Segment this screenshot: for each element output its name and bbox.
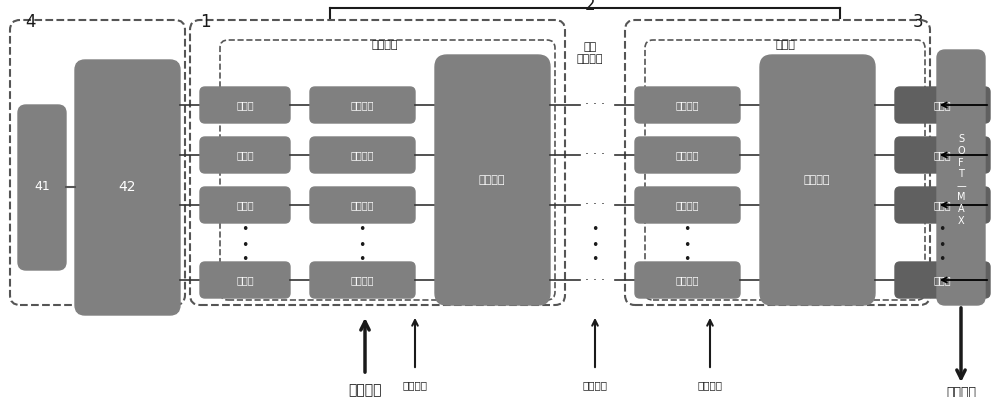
Text: 调幅调相: 调幅调相 xyxy=(350,150,374,160)
Text: 调幅调相: 调幅调相 xyxy=(675,200,699,210)
FancyBboxPatch shape xyxy=(635,187,740,223)
Text: · · ·: · · · xyxy=(585,198,605,212)
FancyBboxPatch shape xyxy=(310,87,415,123)
Text: S
O
F
T
—
M
A
X: S O F T — M A X xyxy=(956,135,966,225)
Text: 调幅器: 调幅器 xyxy=(236,275,254,285)
Text: · · ·: · · · xyxy=(585,274,605,287)
Text: 多个
重复单元: 多个 重复单元 xyxy=(577,42,603,64)
Text: 探测器: 探测器 xyxy=(933,150,951,160)
Text: 42: 42 xyxy=(118,180,136,194)
Text: 参数调节: 参数调节 xyxy=(582,380,608,390)
Text: 3: 3 xyxy=(913,13,923,31)
Text: 探测器: 探测器 xyxy=(933,100,951,110)
Text: •
•
•: • • • xyxy=(683,224,691,266)
FancyBboxPatch shape xyxy=(895,187,990,223)
Text: •
•
•: • • • xyxy=(358,224,366,266)
FancyBboxPatch shape xyxy=(200,262,290,298)
Text: •
•
•: • • • xyxy=(241,224,249,266)
FancyBboxPatch shape xyxy=(200,137,290,173)
Text: 2: 2 xyxy=(585,0,595,14)
FancyBboxPatch shape xyxy=(435,55,550,305)
FancyBboxPatch shape xyxy=(200,87,290,123)
FancyBboxPatch shape xyxy=(310,187,415,223)
Text: 调幅调相: 调幅调相 xyxy=(350,100,374,110)
Text: 结果输出: 结果输出 xyxy=(946,387,976,397)
Text: 调幅调相: 调幅调相 xyxy=(675,150,699,160)
FancyBboxPatch shape xyxy=(895,262,990,298)
FancyBboxPatch shape xyxy=(635,262,740,298)
Text: •
•
•: • • • xyxy=(591,224,599,266)
Text: 探测器: 探测器 xyxy=(933,275,951,285)
FancyBboxPatch shape xyxy=(760,55,875,305)
Text: 调幅调相: 调幅调相 xyxy=(350,200,374,210)
Text: •
•
•: • • • xyxy=(938,224,946,266)
Text: · · ·: · · · xyxy=(585,98,605,112)
Text: 数据输入: 数据输入 xyxy=(348,383,382,397)
FancyBboxPatch shape xyxy=(895,137,990,173)
Text: 参数调节: 参数调节 xyxy=(698,380,722,390)
FancyBboxPatch shape xyxy=(635,137,740,173)
FancyBboxPatch shape xyxy=(18,105,66,270)
Text: 调幅调相: 调幅调相 xyxy=(350,275,374,285)
Text: 光耦合器: 光耦合器 xyxy=(804,175,830,185)
FancyBboxPatch shape xyxy=(310,262,415,298)
Text: 4: 4 xyxy=(25,13,35,31)
Text: 调幅调相: 调幅调相 xyxy=(675,275,699,285)
FancyBboxPatch shape xyxy=(75,60,180,315)
Text: 重复单元: 重复单元 xyxy=(372,40,398,50)
Text: 调幅器: 调幅器 xyxy=(236,150,254,160)
FancyBboxPatch shape xyxy=(635,87,740,123)
Text: 调幅调相: 调幅调相 xyxy=(675,100,699,110)
FancyBboxPatch shape xyxy=(310,137,415,173)
Text: · · ·: · · · xyxy=(585,148,605,162)
FancyBboxPatch shape xyxy=(895,87,990,123)
FancyBboxPatch shape xyxy=(937,50,985,305)
Text: 参数调节: 参数调节 xyxy=(402,380,428,390)
Text: 调幅器: 调幅器 xyxy=(236,100,254,110)
Text: 最终级: 最终级 xyxy=(775,40,795,50)
Text: 41: 41 xyxy=(34,181,50,193)
Text: 光耦合器: 光耦合器 xyxy=(479,175,505,185)
Text: 探测器: 探测器 xyxy=(933,200,951,210)
Text: 调幅器: 调幅器 xyxy=(236,200,254,210)
Text: 1: 1 xyxy=(200,13,210,31)
FancyBboxPatch shape xyxy=(200,187,290,223)
